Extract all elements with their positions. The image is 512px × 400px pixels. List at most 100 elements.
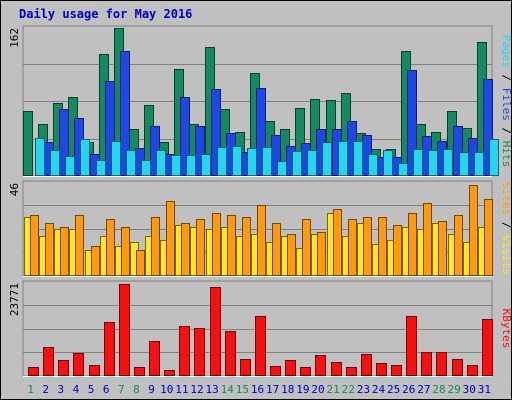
x-tick-label: 24 (372, 383, 386, 396)
x-tick-label: 12 (190, 383, 203, 396)
bar-kbytes-day-undefined (240, 359, 251, 376)
bar-kbytes-day-undefined (73, 353, 84, 376)
panel-3: 23771 KBytes (8, 280, 512, 377)
bar-pages-day-21 (338, 141, 348, 176)
bar-files-day-6 (105, 81, 115, 176)
bar-sites-day-undefined (212, 213, 221, 276)
panel-1: 162 Pages / Files / Hits (8, 25, 512, 177)
x-tick-label: 3 (58, 383, 65, 396)
bar-pages-day-7 (126, 150, 136, 176)
bar-sites-day-undefined (136, 250, 145, 276)
bar-sites-day-undefined (60, 227, 69, 276)
bar-files-day-12 (195, 126, 205, 176)
x-tick-label: 26 (402, 383, 415, 396)
bar-sites-day-undefined (227, 215, 236, 276)
bar-pages-day-16 (262, 147, 272, 176)
x-tick-label: 6 (103, 383, 110, 396)
x-tick-label: 19 (296, 383, 309, 396)
bar-pages-day-24 (383, 150, 393, 176)
bar-pages-day-5 (96, 160, 106, 176)
bar-pages-day-23 (368, 154, 378, 176)
bar-pages-day-20 (322, 142, 332, 176)
legend-separator: / (500, 68, 512, 88)
bar-sites-day-undefined (348, 219, 357, 276)
bar-files-day-13 (211, 89, 221, 176)
chart-title: Daily usage for May 2016 (19, 7, 192, 21)
bar-sites-day-undefined (181, 223, 190, 276)
bar-kbytes-day-undefined (391, 365, 402, 376)
bar-kbytes-day-undefined (406, 316, 417, 376)
bar-kbytes-day-undefined (436, 352, 447, 376)
bar-sites-day-undefined (196, 219, 205, 276)
bar-kbytes-day-undefined (89, 365, 100, 376)
bar-kbytes-day-undefined (119, 284, 130, 376)
bar-pages-day-15 (247, 148, 257, 176)
bar-pages-day-3 (65, 156, 75, 176)
x-tick-label: 14 (221, 383, 235, 396)
bar-pages-day-17 (277, 161, 287, 176)
series-legend-3: KBytes (500, 309, 512, 349)
bar-sites-day-undefined (317, 232, 326, 276)
bar-pages-day-29 (459, 152, 469, 176)
x-tick-label: 10 (160, 383, 173, 396)
bar-kbytes-day-undefined (225, 331, 236, 376)
x-tick-label: 23 (357, 383, 370, 396)
bar-kbytes-day-undefined (421, 352, 432, 376)
bar-kbytes-day-undefined (467, 365, 478, 376)
bar-pages-day-27 (428, 150, 438, 176)
bar-pages-day-9 (156, 150, 166, 176)
bar-kbytes-day-undefined (194, 328, 205, 376)
bar-pages-day-22 (353, 141, 363, 176)
bar-sites-day-undefined (151, 217, 160, 276)
bar-sites-day-undefined (75, 215, 84, 276)
bar-kbytes-day-undefined (346, 367, 357, 376)
bar-kbytes-day-undefined (331, 362, 342, 376)
bar-sites-day-undefined (287, 234, 296, 276)
bar-sites-day-undefined (484, 199, 493, 276)
bar-kbytes-day-undefined (210, 287, 221, 376)
bar-pages-day-4 (80, 139, 90, 176)
legend-hits: Hits (500, 141, 512, 168)
x-tick-label: 28 (432, 383, 445, 396)
bar-files-day-11 (180, 97, 190, 176)
bar-sites-day-undefined (333, 209, 342, 276)
x-tick-label: 8 (133, 383, 140, 396)
bar-pages-day-26 (413, 149, 423, 176)
bar-sites-day-undefined (45, 223, 54, 276)
bar-sites-day-undefined (378, 217, 387, 276)
x-tick-label: 18 (281, 383, 294, 396)
bar-pages-day-1 (35, 138, 45, 176)
bar-pages-day-30 (474, 152, 484, 176)
bar-sites-day-undefined (242, 217, 251, 276)
bar-kbytes-day-undefined (28, 367, 39, 376)
bar-pages-day-11 (186, 155, 196, 176)
x-tick-label: 9 (148, 383, 155, 396)
bar-kbytes-day-undefined (43, 347, 54, 376)
bar-kbytes-day-undefined (315, 355, 326, 376)
bar-pages-day-25 (398, 163, 408, 176)
x-tick-label: 15 (236, 383, 249, 396)
bar-sites-day-undefined (469, 185, 478, 276)
legend-files: Files (500, 88, 512, 121)
bar-pages-day-19 (307, 150, 317, 176)
bar-kbytes-day-undefined (361, 354, 372, 376)
bar-sites-day-undefined (302, 219, 311, 276)
bar-kbytes-day-undefined (134, 367, 145, 376)
legend-kbytes: KBytes (500, 309, 512, 349)
bar-kbytes-day-undefined (255, 316, 266, 376)
x-tick-label: 30 (463, 383, 476, 396)
bar-pages-day-13 (217, 147, 227, 176)
bar-files-day-26 (407, 70, 417, 176)
legend-separator: / (500, 215, 512, 235)
bar-hits-day-1 (23, 111, 33, 176)
bar-files-day-31 (483, 79, 493, 176)
x-tick-label: 17 (266, 383, 279, 396)
bar-files-day-16 (256, 88, 266, 176)
bar-pages-day-8 (141, 160, 151, 176)
x-tick-label: 16 (251, 383, 264, 396)
bar-pages-day-31 (489, 139, 499, 176)
bar-kbytes-day-undefined (104, 322, 115, 376)
bar-sites-day-undefined (257, 205, 266, 276)
x-tick-label: 20 (311, 383, 324, 396)
